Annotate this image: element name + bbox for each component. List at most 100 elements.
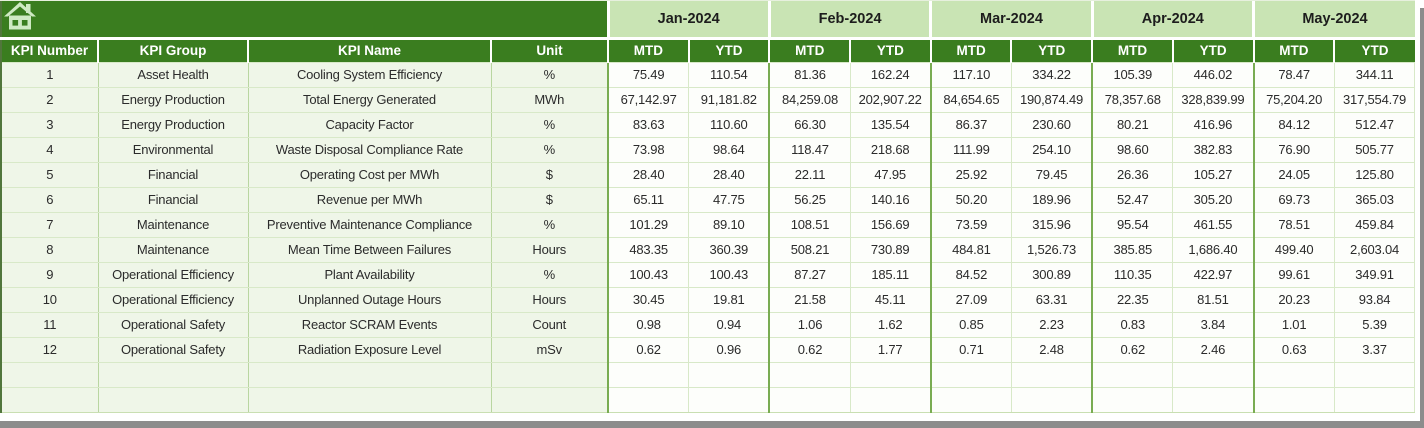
cell-value[interactable]: 0.62 — [768, 336, 851, 363]
cell-value[interactable]: 0.96 — [688, 336, 770, 363]
cell-value[interactable]: 99.61 — [1252, 261, 1335, 288]
cell-value[interactable]: 28.40 — [688, 161, 770, 188]
cell-kpi-group[interactable]: Operational Efficiency — [97, 261, 249, 288]
cell-value[interactable]: 416.96 — [1172, 111, 1255, 138]
cell-value[interactable]: 63.31 — [1010, 286, 1093, 313]
cell-value[interactable]: 382.83 — [1172, 136, 1255, 163]
cell-value[interactable]: 50.20 — [929, 186, 1012, 213]
cell-value[interactable]: 334.22 — [1010, 61, 1093, 88]
month-header-may[interactable]: May-2024 — [1252, 1, 1415, 40]
cell-kpi-number[interactable]: 12 — [0, 336, 99, 363]
cell-value[interactable]: 483.35 — [607, 236, 690, 263]
month-header-feb[interactable]: Feb-2024 — [767, 1, 931, 40]
cell-value[interactable]: 2.48 — [1010, 336, 1093, 363]
empty-cell[interactable] — [1333, 386, 1416, 413]
empty-cell[interactable] — [1333, 361, 1416, 388]
cell-kpi-group[interactable]: Maintenance — [97, 211, 249, 238]
cell-value[interactable]: 67,142.97 — [607, 86, 690, 113]
empty-cell[interactable] — [0, 386, 99, 413]
cell-kpi-number[interactable]: 8 — [0, 236, 99, 263]
cell-value[interactable]: 315.96 — [1010, 211, 1093, 238]
empty-cell[interactable] — [607, 386, 690, 413]
cell-value[interactable]: 79.45 — [1010, 161, 1093, 188]
cell-kpi-name[interactable]: Revenue per MWh — [247, 186, 492, 213]
cell-value[interactable]: 22.11 — [768, 161, 851, 188]
cell-kpi-number[interactable]: 2 — [0, 86, 99, 113]
cell-unit[interactable]: Count — [490, 311, 609, 338]
cell-value[interactable]: 0.94 — [688, 311, 770, 338]
cell-value[interactable]: 84,654.65 — [929, 86, 1012, 113]
cell-value[interactable]: 1.06 — [768, 311, 851, 338]
cell-value[interactable]: 100.43 — [607, 261, 690, 288]
cell-unit[interactable]: Hours — [490, 236, 609, 263]
cell-value[interactable]: 24.05 — [1252, 161, 1335, 188]
empty-cell[interactable] — [849, 386, 932, 413]
cell-value[interactable]: 508.21 — [768, 236, 851, 263]
cell-value[interactable]: 105.39 — [1091, 61, 1174, 88]
cell-kpi-name[interactable]: Capacity Factor — [247, 111, 492, 138]
col-header-apr-mtd[interactable]: MTD — [1091, 38, 1173, 62]
cell-value[interactable]: 1.62 — [849, 311, 932, 338]
cell-value[interactable]: 189.96 — [1010, 186, 1093, 213]
cell-kpi-group[interactable]: Maintenance — [97, 236, 249, 263]
col-header-mar-ytd[interactable]: YTD — [1010, 38, 1093, 62]
cell-unit[interactable]: % — [490, 261, 609, 288]
empty-cell[interactable] — [1091, 361, 1174, 388]
cell-value[interactable]: 111.99 — [929, 136, 1012, 163]
cell-kpi-name[interactable]: Mean Time Between Failures — [247, 236, 492, 263]
empty-cell[interactable] — [849, 361, 932, 388]
cell-kpi-name[interactable]: Plant Availability — [247, 261, 492, 288]
empty-cell[interactable] — [97, 361, 249, 388]
col-header-unit[interactable]: Unit — [490, 38, 608, 62]
cell-kpi-number[interactable]: 9 — [0, 261, 99, 288]
cell-value[interactable]: 118.47 — [768, 136, 851, 163]
cell-kpi-name[interactable]: Radiation Exposure Level — [247, 336, 492, 363]
cell-value[interactable]: 0.63 — [1252, 336, 1335, 363]
cell-value[interactable]: 230.60 — [1010, 111, 1093, 138]
cell-value[interactable]: 300.89 — [1010, 261, 1093, 288]
col-header-jan-mtd[interactable]: MTD — [607, 38, 689, 62]
col-header-feb-ytd[interactable]: YTD — [849, 38, 931, 62]
empty-cell[interactable] — [1010, 386, 1093, 413]
cell-value[interactable]: 78.47 — [1252, 61, 1335, 88]
cell-kpi-group[interactable]: Operational Efficiency — [97, 286, 249, 313]
cell-value[interactable]: 101.29 — [607, 211, 690, 238]
cell-kpi-number[interactable]: 6 — [0, 186, 99, 213]
cell-value[interactable]: 5.39 — [1333, 311, 1416, 338]
cell-value[interactable]: 81.36 — [768, 61, 851, 88]
cell-value[interactable]: 3.84 — [1172, 311, 1255, 338]
cell-value[interactable]: 446.02 — [1172, 61, 1255, 88]
cell-value[interactable]: 65.11 — [607, 186, 690, 213]
empty-cell[interactable] — [688, 386, 770, 413]
cell-value[interactable]: 0.71 — [929, 336, 1012, 363]
cell-kpi-name[interactable]: Reactor SCRAM Events — [247, 311, 492, 338]
cell-value[interactable]: 105.27 — [1172, 161, 1255, 188]
empty-cell[interactable] — [0, 361, 99, 388]
cell-value[interactable]: 422.97 — [1172, 261, 1255, 288]
cell-value[interactable]: 84.52 — [929, 261, 1012, 288]
month-header-apr[interactable]: Apr-2024 — [1090, 1, 1254, 40]
cell-value[interactable]: 52.47 — [1091, 186, 1174, 213]
empty-cell[interactable] — [1252, 361, 1335, 388]
cell-kpi-group[interactable]: Energy Production — [97, 86, 249, 113]
cell-value[interactable]: 19.81 — [688, 286, 770, 313]
cell-value[interactable]: 512.47 — [1333, 111, 1416, 138]
cell-value[interactable]: 81.51 — [1172, 286, 1255, 313]
cell-value[interactable]: 75.49 — [607, 61, 690, 88]
cell-value[interactable]: 28.40 — [607, 161, 690, 188]
cell-unit[interactable]: % — [490, 136, 609, 163]
cell-value[interactable]: 73.59 — [929, 211, 1012, 238]
cell-value[interactable]: 1,526.73 — [1010, 236, 1093, 263]
col-header-may-ytd[interactable]: YTD — [1333, 38, 1415, 62]
cell-value[interactable]: 1,686.40 — [1172, 236, 1255, 263]
cell-value[interactable]: 98.64 — [688, 136, 770, 163]
cell-kpi-name[interactable]: Operating Cost per MWh — [247, 161, 492, 188]
col-header-kpi-name[interactable]: KPI Name — [247, 38, 491, 62]
cell-value[interactable]: 461.55 — [1172, 211, 1255, 238]
cell-kpi-number[interactable]: 3 — [0, 111, 99, 138]
col-header-may-mtd[interactable]: MTD — [1252, 38, 1335, 62]
cell-value[interactable]: 385.85 — [1091, 236, 1174, 263]
cell-value[interactable]: 0.62 — [1091, 336, 1174, 363]
cell-value[interactable]: 2,603.04 — [1333, 236, 1416, 263]
cell-kpi-name[interactable]: Total Energy Generated — [247, 86, 492, 113]
